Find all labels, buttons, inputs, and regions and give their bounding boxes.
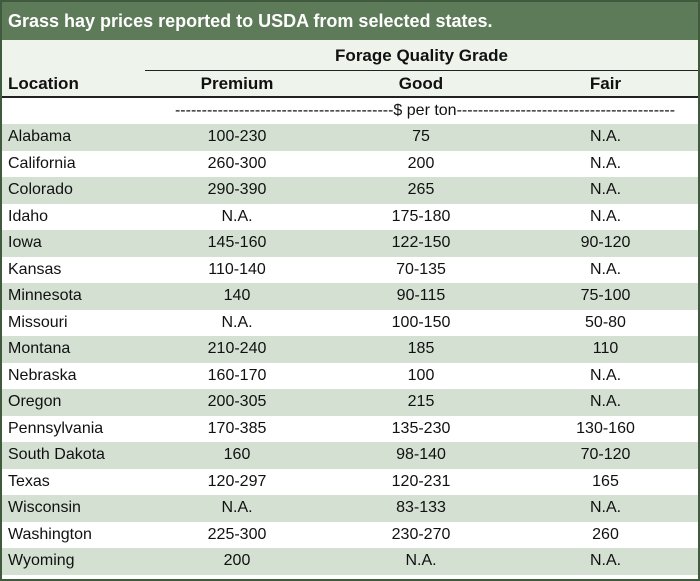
premium-cell: 290-390 (207, 181, 267, 198)
good-cell: 200 (407, 154, 435, 172)
good-cell: 122-150 (391, 234, 451, 251)
good-cell: 100-150 (391, 313, 451, 331)
table-title: Grass hay prices reported to USDA from s… (2, 2, 698, 40)
table-header: Forage Quality Grade Location Premium Go… (2, 40, 698, 98)
table-row: Texas 120-297 120-231 165 (2, 469, 698, 496)
table-row: Montana 210-240 185 110 (2, 336, 698, 363)
location-cell: Minnesota (8, 287, 82, 304)
location-cell: Kansas (8, 260, 62, 278)
table-row: Wyoming 200 N.A. N.A. (2, 548, 698, 575)
location-column-header: Location (8, 74, 79, 93)
table-row: Nebraska 160-170 100 N.A. (2, 363, 698, 390)
location-cell: Idaho (8, 207, 49, 225)
premium-column-header: Premium (200, 74, 274, 93)
fair-cell: 260 (592, 525, 619, 543)
fair-cell: 50-80 (585, 313, 626, 331)
table-row: Alabama 100-230 75 N.A. (2, 124, 698, 151)
good-cell: 98-140 (396, 446, 446, 463)
fair-cell: N.A. (589, 207, 622, 225)
good-cell: 230-270 (391, 525, 451, 543)
fair-cell: N.A. (589, 128, 622, 145)
premium-cell: 210-240 (207, 340, 267, 357)
table-row: Washington 225-300 230-270 260 (2, 522, 698, 549)
premium-cell: 225-300 (207, 525, 267, 543)
premium-cell: 200-305 (207, 393, 267, 410)
premium-cell: 160 (223, 446, 251, 463)
fair-cell: N.A. (589, 552, 622, 569)
good-cell: 75 (412, 128, 430, 145)
table-row: Colorado 290-390 265 N.A. (2, 177, 698, 204)
premium-cell: 120-297 (207, 472, 267, 490)
table-row: Minnesota 140 90-115 75-100 (2, 283, 698, 310)
good-cell: 215 (407, 393, 435, 410)
location-cell: Wisconsin (8, 499, 81, 516)
location-cell: Washington (8, 525, 92, 543)
fair-column-header: Fair (589, 74, 622, 93)
table-row: Wisconsin N.A. 83-133 N.A. (2, 495, 698, 522)
fair-cell: N.A. (589, 499, 622, 516)
location-cell: Alabama (8, 128, 72, 145)
good-cell: 90-115 (396, 287, 446, 304)
table-row: Missouri N.A. 100-150 50-80 (2, 310, 698, 337)
fair-cell: N.A. (589, 260, 622, 278)
table-row: Pennsylvania 170-385 135-230 130-160 (2, 416, 698, 443)
premium-cell: 160-170 (207, 366, 267, 384)
premium-cell: N.A. (221, 313, 253, 331)
premium-cell: N.A. (221, 499, 253, 516)
good-cell: 265 (407, 181, 435, 198)
good-cell: 175-180 (391, 207, 451, 225)
good-cell: 185 (407, 340, 435, 357)
good-cell: 83-133 (396, 499, 446, 516)
premium-cell: N.A. (221, 207, 253, 225)
forage-quality-grade-label: Forage Quality Grade (335, 46, 508, 65)
good-cell: N.A. (405, 552, 437, 569)
fair-cell: 165 (592, 472, 619, 490)
location-cell: California (8, 154, 76, 172)
table-row: Iowa 145-160 122-150 90-120 (2, 230, 698, 257)
location-cell: South Dakota (8, 446, 105, 463)
good-cell: 100 (407, 366, 435, 384)
good-cell: 70-135 (396, 260, 446, 278)
location-cell: Iowa (8, 234, 42, 251)
location-cell: Colorado (8, 181, 73, 198)
location-cell: Oregon (8, 393, 62, 410)
table-row: Idaho N.A. 175-180 N.A. (2, 204, 698, 231)
premium-cell: 260-300 (207, 154, 267, 172)
group-underline (145, 70, 698, 71)
fair-cell: N.A. (589, 366, 622, 384)
table-body: Alabama 100-230 75 N.A. California 260-300 200… (2, 124, 698, 575)
units-row: ----------------------------------------… (2, 98, 698, 124)
fair-cell: 70-120 (580, 446, 631, 463)
units-label: ----------------------------------------… (174, 102, 676, 119)
table-row: Oregon 200-305 215 N.A. (2, 389, 698, 416)
good-cell: 120-231 (391, 472, 451, 490)
premium-cell: 110-140 (208, 260, 266, 278)
fair-cell: 75-100 (580, 287, 631, 304)
fair-cell: 110 (592, 340, 619, 357)
good-cell: 135-230 (391, 419, 451, 437)
table-row: Kansas 110-140 70-135 N.A. (2, 257, 698, 284)
location-cell: Nebraska (8, 366, 77, 384)
premium-cell: 170-385 (207, 419, 267, 437)
table-row: California 260-300 200 N.A. (2, 151, 698, 178)
fair-cell: 130-160 (576, 419, 635, 437)
location-cell: Wyoming (8, 552, 75, 569)
good-column-header: Good (398, 74, 444, 93)
premium-cell: 145-160 (207, 234, 267, 251)
fair-cell: 90-120 (580, 234, 631, 251)
premium-cell: 140 (223, 287, 251, 304)
header-divider (2, 96, 698, 98)
premium-cell: 100-230 (207, 128, 267, 145)
fair-cell: N.A. (589, 181, 622, 198)
fair-cell: N.A. (589, 393, 622, 410)
location-cell: Missouri (8, 313, 68, 331)
table-row: South Dakota 160 98-140 70-120 (2, 442, 698, 469)
premium-cell: 200 (223, 552, 251, 569)
location-cell: Pennsylvania (8, 419, 104, 437)
fair-cell: N.A. (589, 154, 622, 172)
location-cell: Texas (8, 472, 50, 490)
location-cell: Montana (8, 340, 71, 357)
